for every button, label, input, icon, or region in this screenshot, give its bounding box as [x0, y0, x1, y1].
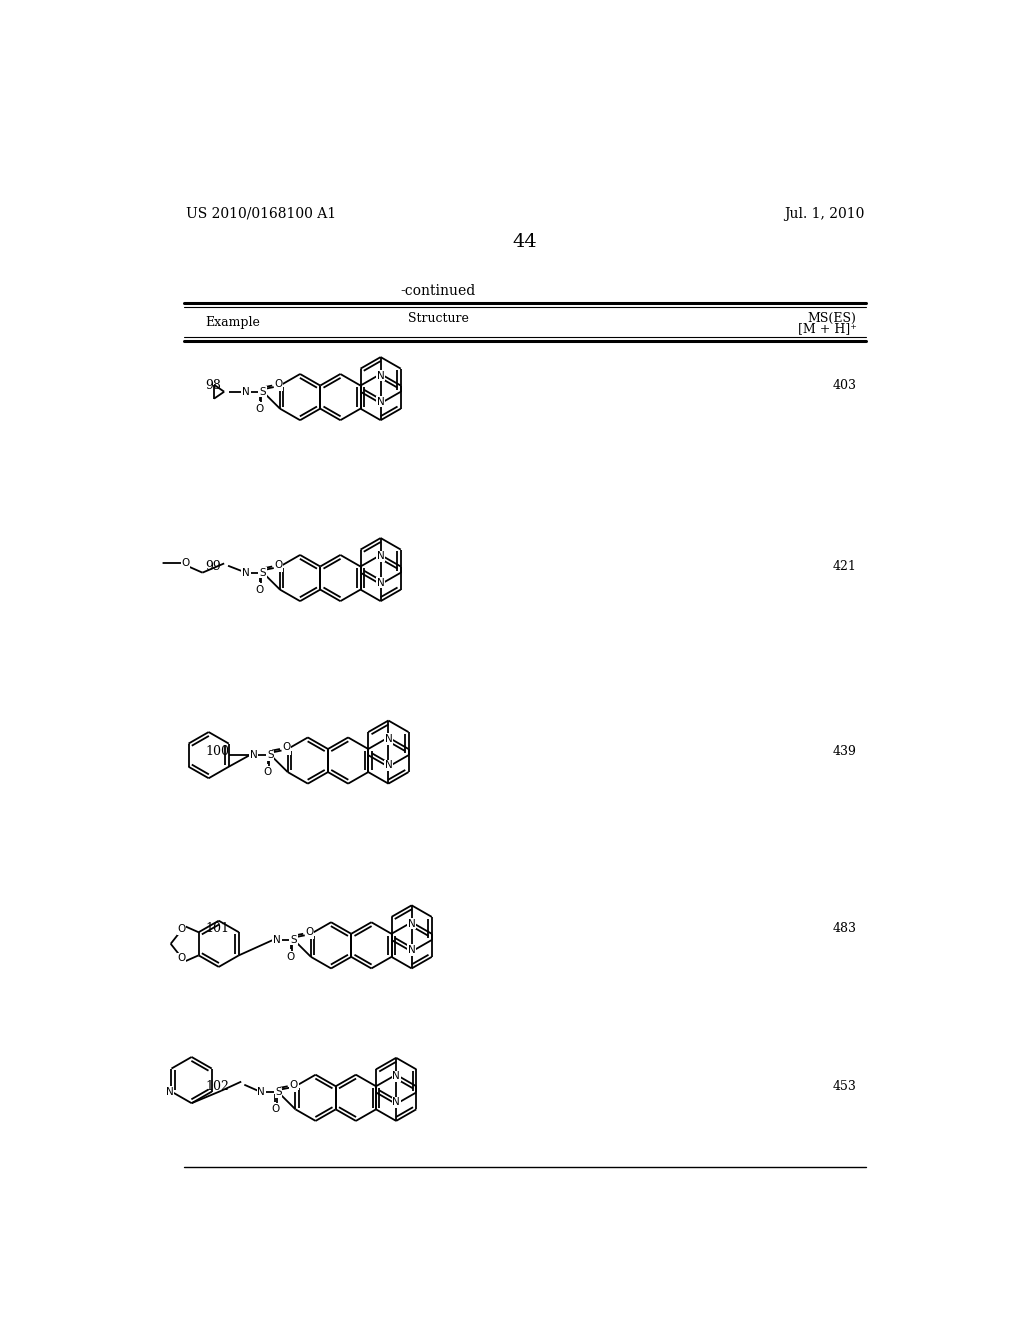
- Text: Structure: Structure: [408, 312, 468, 325]
- Text: N: N: [377, 397, 384, 407]
- Text: S: S: [267, 750, 274, 760]
- Text: -continued: -continued: [400, 284, 475, 298]
- Text: O: O: [177, 924, 185, 935]
- Text: N: N: [384, 734, 392, 744]
- Text: N: N: [305, 929, 313, 939]
- Text: O: O: [282, 742, 290, 752]
- Text: S: S: [275, 1088, 282, 1097]
- Text: N: N: [257, 1088, 265, 1097]
- Text: N: N: [242, 568, 250, 578]
- Text: O: O: [274, 560, 283, 570]
- Text: 421: 421: [833, 560, 856, 573]
- Text: N: N: [274, 561, 283, 572]
- Text: MS(ES): MS(ES): [808, 312, 856, 325]
- Text: N: N: [377, 578, 384, 587]
- Text: O: O: [256, 404, 264, 413]
- Text: 100: 100: [206, 744, 229, 758]
- Text: O: O: [181, 558, 189, 569]
- Text: N: N: [250, 750, 257, 760]
- Text: 483: 483: [833, 921, 856, 935]
- Text: O: O: [287, 952, 295, 962]
- Text: N: N: [290, 1081, 298, 1092]
- Text: 102: 102: [206, 1080, 229, 1093]
- Text: O: O: [290, 1080, 298, 1090]
- Text: N: N: [274, 380, 283, 391]
- Text: N: N: [377, 371, 384, 380]
- Text: N: N: [384, 760, 392, 770]
- Text: 403: 403: [833, 379, 856, 392]
- Text: O: O: [271, 1105, 280, 1114]
- Text: N: N: [408, 945, 416, 954]
- Text: Jul. 1, 2010: Jul. 1, 2010: [784, 207, 864, 220]
- Text: S: S: [291, 935, 297, 945]
- Text: S: S: [260, 568, 266, 578]
- Text: 453: 453: [833, 1080, 856, 1093]
- Text: O: O: [256, 585, 264, 594]
- Text: S: S: [260, 387, 266, 397]
- Text: N: N: [273, 935, 281, 945]
- Text: N: N: [377, 552, 384, 561]
- Text: Example: Example: [206, 315, 260, 329]
- Text: N: N: [166, 1086, 174, 1097]
- Text: O: O: [274, 379, 283, 389]
- Text: N: N: [242, 387, 250, 397]
- Text: N: N: [283, 744, 290, 754]
- Text: US 2010/0168100 A1: US 2010/0168100 A1: [186, 207, 336, 220]
- Text: N: N: [392, 1072, 400, 1081]
- Text: 98: 98: [206, 379, 221, 392]
- Text: N: N: [408, 919, 416, 929]
- Text: 99: 99: [206, 560, 221, 573]
- Text: 101: 101: [206, 921, 229, 935]
- Text: N: N: [392, 1097, 400, 1107]
- Text: O: O: [263, 767, 271, 777]
- Text: 44: 44: [512, 232, 538, 251]
- Text: O: O: [305, 927, 313, 937]
- Text: [M + H]⁺: [M + H]⁺: [798, 322, 856, 335]
- Text: O: O: [177, 953, 185, 964]
- Text: 439: 439: [833, 744, 856, 758]
